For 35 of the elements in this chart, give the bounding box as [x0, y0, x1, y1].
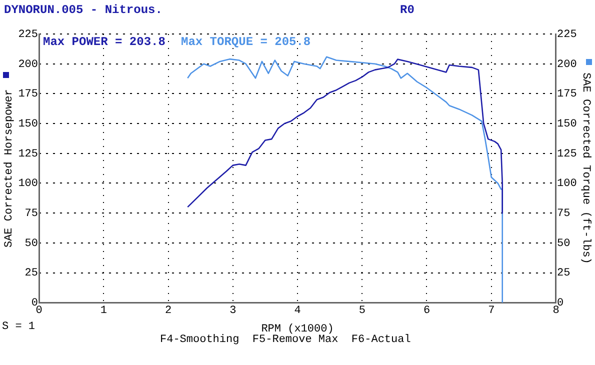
y2-tick-label: 100: [556, 178, 577, 190]
y-tick-label: 50: [24, 238, 38, 250]
x-tick-label: 4: [294, 305, 302, 318]
y2-tick-label: 225: [556, 28, 577, 41]
x-tick-label: 7: [488, 305, 495, 318]
y2-tick-label: 125: [556, 148, 577, 160]
chart-title: DYNORUN.005 - Nitrous.: [4, 3, 162, 18]
annotation: Max POWER = 203.8: [43, 35, 166, 50]
y2-tick-label: 25: [556, 268, 570, 280]
x-tick-label: 6: [423, 305, 430, 318]
x-tick-label: 5: [358, 305, 366, 318]
y-tick-label: 75: [24, 208, 38, 220]
y-tick-label: 175: [18, 88, 38, 101]
text: R0: [400, 3, 414, 18]
y-tick-label: 150: [18, 118, 38, 130]
x-tick-label: 8: [552, 305, 560, 318]
x-tick-label: 2: [164, 305, 172, 318]
text: F4-Smoothing F5-Remove Max F6-Actual: [160, 334, 411, 346]
y2-tick-label: 50: [556, 238, 570, 250]
y2-tick-label: 200: [556, 58, 577, 71]
y2-tick-label: 175: [556, 88, 577, 101]
y-tick-label: 225: [18, 28, 38, 41]
y2-tick-label: 150: [556, 118, 577, 130]
x-tick-label: 3: [230, 305, 236, 318]
annotation: Max TORQUE = 205.8: [181, 35, 311, 50]
text: S = 1: [2, 321, 36, 334]
x-axis-title: RPM (x1000): [261, 323, 334, 336]
y2-axis-title: SAE Corrected Torque (ft-lbs): [579, 72, 592, 264]
y-tick-label: 200: [18, 58, 38, 71]
x-tick-label: 1: [100, 305, 108, 318]
y-tick-label: 25: [24, 268, 38, 280]
y-tick-label: 125: [18, 148, 38, 160]
y2-tick-label: 75: [556, 208, 570, 220]
y-tick-label: 100: [18, 178, 38, 190]
y-axis-title: SAE Corrected Horsepower: [4, 89, 16, 248]
